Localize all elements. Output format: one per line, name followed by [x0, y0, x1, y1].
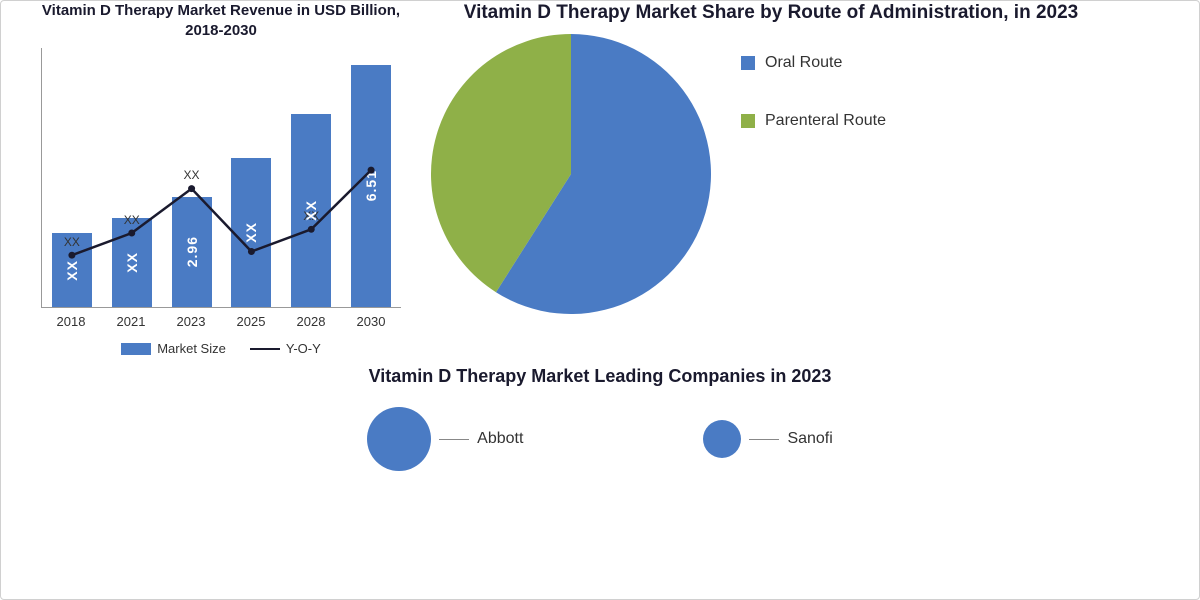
legend-line-swatch: [250, 348, 280, 350]
x-tick-label: 2030: [341, 314, 401, 329]
bar-value-label: XX: [64, 260, 80, 281]
legend-yoy: Y-O-Y: [250, 341, 321, 356]
bar-rect: XX: [291, 114, 331, 307]
pie-chart-legend: Oral Route Parenteral Route: [741, 34, 886, 130]
bar-value-label: 2.96: [184, 236, 200, 267]
bar-chart-title: Vitamin D Therapy Market Revenue in USD …: [31, 1, 411, 40]
bar: XXXX: [281, 114, 341, 307]
bar-rect: 6.51: [351, 65, 391, 307]
companies-title: Vitamin D Therapy Market Leading Compani…: [31, 366, 1169, 387]
bar-chart-panel: Vitamin D Therapy Market Revenue in USD …: [21, 1, 421, 356]
bar: XX XX: [42, 233, 102, 307]
legend-market-size: Market Size: [121, 341, 226, 356]
companies-panel: Vitamin D Therapy Market Leading Compani…: [21, 356, 1179, 481]
pie-legend-swatch: [741, 56, 755, 70]
bar-value-label: XX: [124, 252, 140, 273]
bar-rect: 2.96: [172, 197, 212, 307]
bar-top-label: XX: [124, 213, 140, 227]
pie-chart-title: Vitamin D Therapy Market Share by Route …: [431, 1, 1111, 26]
pie-legend-item: Parenteral Route: [741, 112, 886, 130]
pie-svg: [431, 34, 711, 314]
bar-value-label: XX: [303, 200, 319, 221]
legend-line-label: Y-O-Y: [286, 341, 321, 356]
bar: XX2.96: [162, 197, 222, 307]
company-bubble: Abbott: [367, 407, 523, 471]
bar-value-label: 6.51: [363, 170, 379, 201]
infographic-container: Vitamin D Therapy Market Revenue in USD …: [1, 1, 1199, 481]
bar-chart-plot: XX XX XX XX XX2.96 XX XX XX 6.51: [41, 48, 401, 308]
bubble-circle: [367, 407, 431, 471]
pie-legend-swatch: [741, 114, 755, 128]
pie-chart-panel: Vitamin D Therapy Market Share by Route …: [421, 1, 1121, 356]
bubble-leader-line: [439, 439, 469, 440]
x-tick-label: 2023: [161, 314, 221, 329]
bar-top-label: XX: [184, 168, 200, 182]
x-tick-label: 2028: [281, 314, 341, 329]
pie-legend-label: Oral Route: [765, 54, 842, 72]
company-label: Sanofi: [787, 430, 832, 448]
companies-bubbles: Abbott Sanofi: [31, 407, 1169, 471]
bubble-leader-line: [749, 439, 779, 440]
pie-legend-label: Parenteral Route: [765, 112, 886, 130]
legend-bar-swatch: [121, 343, 151, 355]
legend-bar-label: Market Size: [157, 341, 226, 356]
pie-legend-item: Oral Route: [741, 54, 886, 72]
bubble-circle: [703, 420, 741, 458]
pie-chart-plot: [431, 34, 711, 319]
bar-chart-x-labels: 201820212023202520282030: [41, 314, 401, 329]
company-bubble: Sanofi: [703, 420, 832, 458]
bar-top-label: XX: [64, 235, 80, 249]
bar: 6.51: [341, 65, 401, 307]
bar: XX: [221, 158, 281, 307]
bar-rect: XX: [112, 218, 152, 307]
bar-value-label: XX: [243, 222, 259, 243]
bar-chart-legend: Market Size Y-O-Y: [31, 341, 411, 356]
bar: XXXX: [102, 218, 162, 307]
x-tick-label: 2018: [41, 314, 101, 329]
x-tick-label: 2021: [101, 314, 161, 329]
bar-rect: XX: [231, 158, 271, 307]
x-tick-label: 2025: [221, 314, 281, 329]
company-label: Abbott: [477, 430, 523, 448]
